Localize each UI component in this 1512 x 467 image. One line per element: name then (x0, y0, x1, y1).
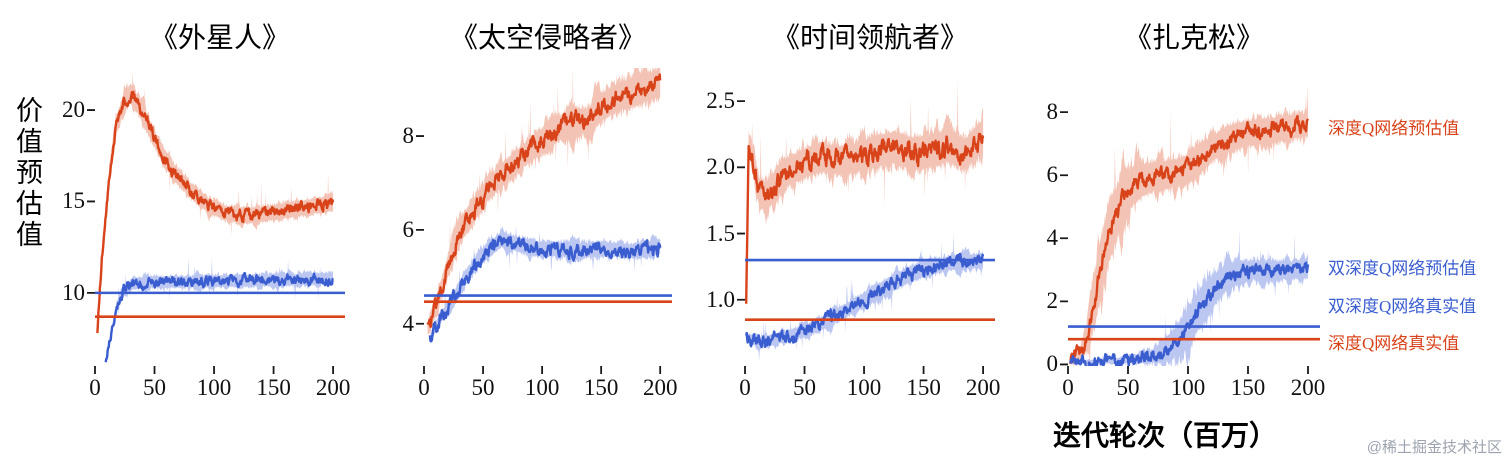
chart-canvas-2 (731, 68, 995, 380)
y-axis-label: 价值预估值 (12, 96, 42, 251)
x-tick-label: 200 (642, 375, 678, 400)
x-tick-label: 50 (471, 375, 495, 400)
x-tick-label: 200 (1290, 375, 1326, 400)
x-tick-label: 0 (418, 375, 430, 400)
x-tick-label: 50 (143, 375, 167, 400)
chart-title-space-invaders: 《太空侵略者》 (449, 23, 646, 54)
x-tick-label: 200 (315, 375, 351, 400)
y-tick-label: 6 (402, 216, 415, 242)
y-tick-label: 20 (62, 97, 85, 123)
y-tick-label: 10 (62, 279, 85, 305)
y-tick-label: 1.0 (706, 286, 735, 312)
y-tick-label: 1.5 (706, 220, 735, 246)
x-tick-label: 100 (524, 375, 560, 400)
x-tick-label: 100 (196, 375, 232, 400)
legend-dqn-estimate-label: 深度Q网络预估值 (1328, 119, 1460, 138)
y-tick-label: 0 (1046, 351, 1059, 377)
watermark: @稀土掘金技术社区 (1366, 439, 1502, 456)
chart-title-time-pilot: 《时间领航者》 (771, 23, 968, 54)
x-tick-label: 0 (89, 375, 101, 400)
x-axis-label: 迭代轮次（百万） (1052, 421, 1277, 452)
y-tick-label: 6 (1046, 162, 1059, 188)
x-tick-label: 150 (1230, 375, 1266, 400)
x-tick-label: 100 (1170, 375, 1206, 400)
x-tick-label: 50 (793, 375, 817, 400)
x-tick-label: 0 (739, 375, 751, 400)
y-tick-label: 8 (1046, 99, 1059, 125)
x-tick-label: 150 (583, 375, 619, 400)
y-tick-label: 15 (62, 188, 85, 214)
x-tick-label: 0 (1062, 375, 1074, 400)
y-tick-label: 2.0 (706, 154, 735, 180)
y-tick-label: 2.5 (706, 88, 735, 114)
y-tick-label: 4 (1046, 225, 1059, 251)
x-tick-label: 150 (256, 375, 291, 400)
y-tick-label: 2 (1046, 288, 1059, 314)
chart-canvas-0 (81, 68, 345, 380)
legend-double-dqn-estimate-label: 双深度Q网络预估值 (1328, 259, 1477, 278)
legend-dqn-true-label: 深度Q网络真实值 (1328, 334, 1460, 353)
y-tick-label: 4 (402, 310, 415, 336)
chart-canvas-1 (410, 68, 672, 380)
x-tick-label: 100 (846, 375, 882, 400)
chart-title-alien: 《外星人》 (149, 23, 290, 54)
y-tick-label: 8 (402, 123, 415, 149)
x-tick-label: 150 (906, 375, 941, 400)
chart-title-zaxxon: 《扎克松》 (1123, 23, 1264, 54)
legend-double-dqn-true-label: 双深度Q网络真实值 (1328, 297, 1477, 316)
x-tick-label: 200 (965, 375, 1001, 400)
chart-canvas-3 (1054, 68, 1320, 380)
x-tick-label: 50 (1116, 375, 1140, 400)
